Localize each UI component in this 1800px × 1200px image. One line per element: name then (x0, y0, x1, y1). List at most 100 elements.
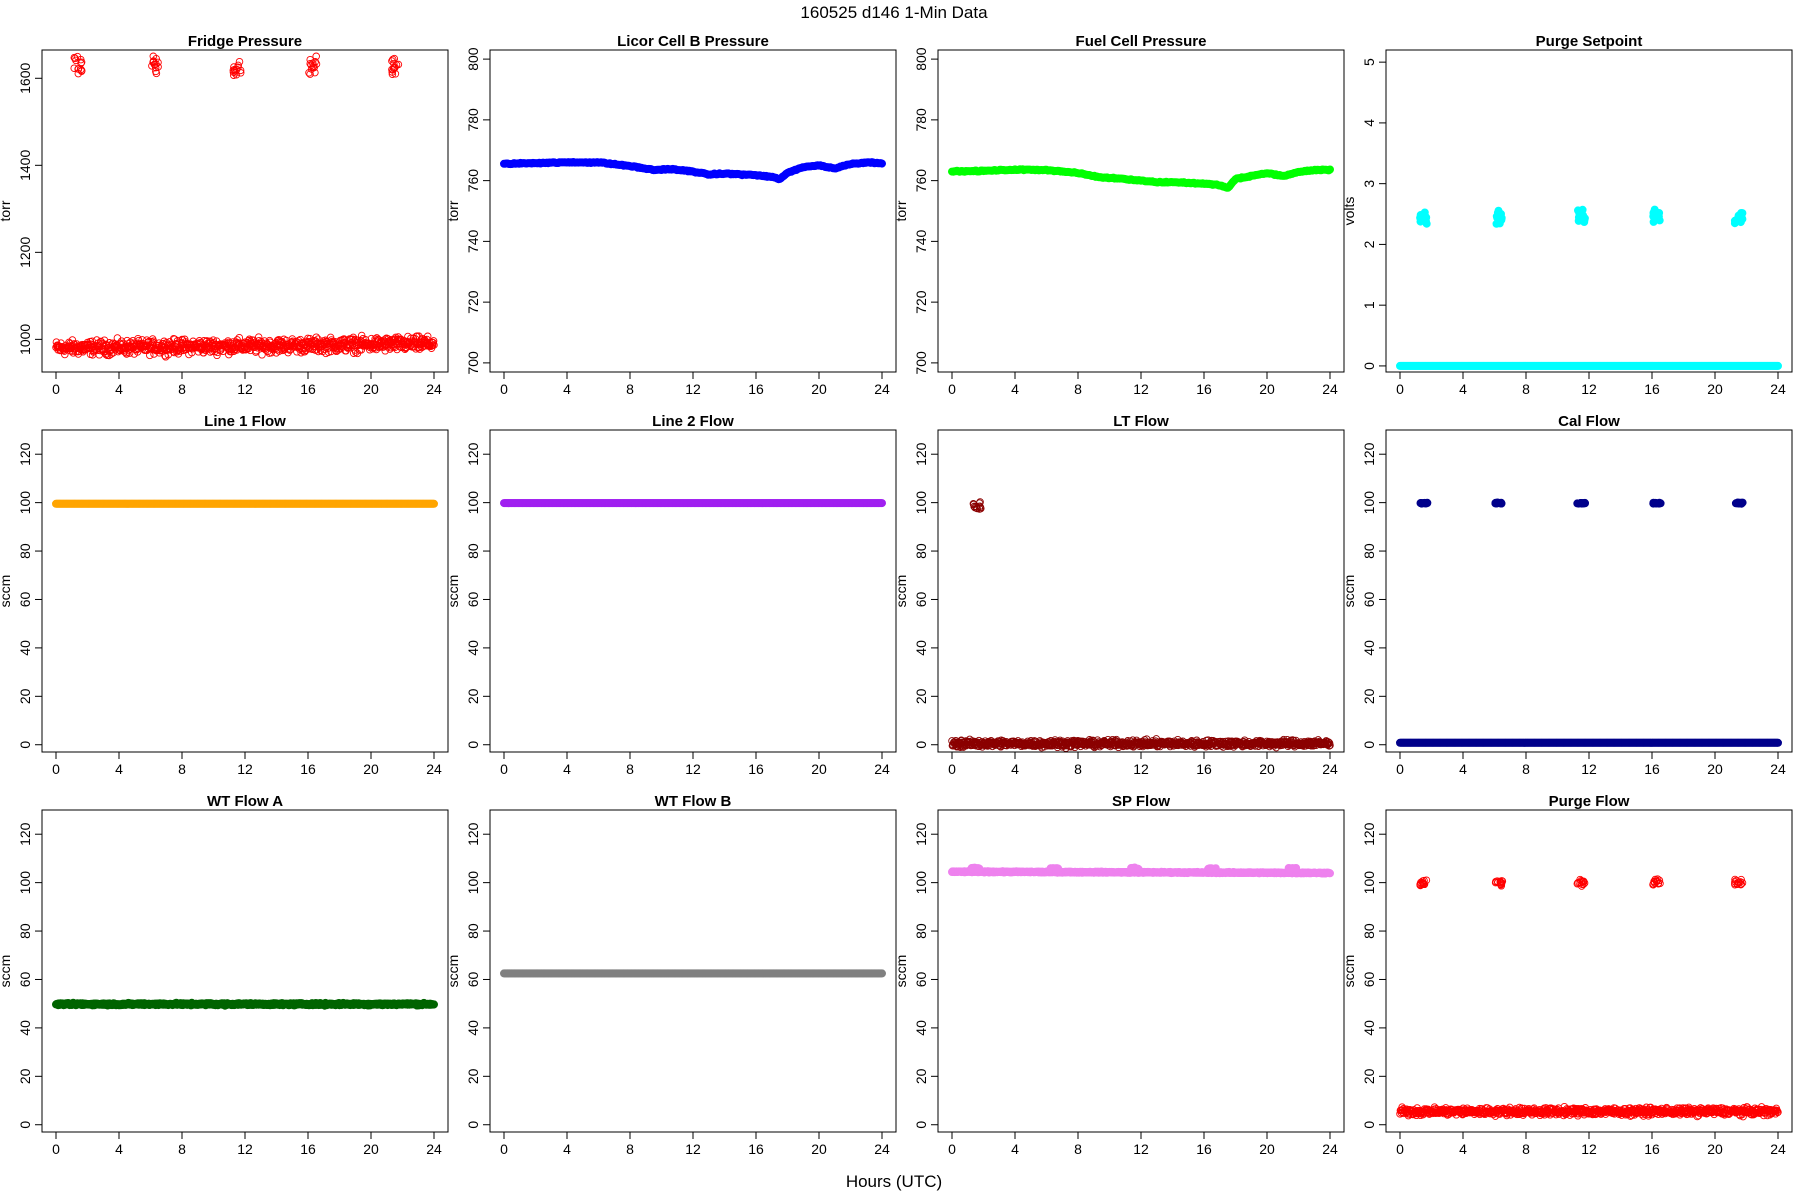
x-tick-label: 20 (811, 761, 827, 777)
data-point (307, 61, 315, 69)
data-points (948, 498, 1334, 752)
y-axis-label: sccm (0, 575, 13, 608)
y-tick-label: 120 (465, 442, 481, 466)
y-tick-label: 740 (913, 229, 929, 253)
y-axis-label: torr (893, 200, 909, 221)
data-point (1774, 361, 1783, 370)
plot-frame (41, 49, 449, 373)
plot-frame (1385, 429, 1793, 753)
x-tick-label: 24 (426, 1141, 442, 1157)
chart-title: Fridge Pressure (188, 33, 302, 50)
data-point (306, 55, 314, 64)
x-tick-label: 20 (363, 1141, 379, 1157)
x-tick-label: 0 (52, 381, 60, 397)
y-axis-label: torr (445, 200, 461, 221)
data-point (1326, 741, 1334, 750)
x-tick-label: 0 (500, 761, 508, 777)
plot-frame (41, 429, 449, 753)
x-tick-label: 0 (1396, 381, 1404, 397)
y-tick-label: 0 (17, 1121, 33, 1129)
y-tick-label: 80 (913, 543, 929, 559)
data-point (74, 65, 82, 73)
data-point (357, 331, 366, 340)
y-tick-label: 2 (1361, 240, 1377, 248)
data-point (133, 348, 142, 356)
data-point (70, 53, 79, 62)
x-tick-label: 12 (237, 1141, 253, 1157)
y-tick-label: 80 (1361, 543, 1377, 559)
x-tick-label: 16 (300, 1141, 316, 1157)
data-point (392, 61, 401, 69)
figure-x-label: Hours (UTC) (846, 1172, 942, 1191)
x-tick-label: 24 (874, 761, 890, 777)
x-tick-label: 0 (500, 381, 508, 397)
y-tick-label: 20 (465, 688, 481, 704)
data-point (151, 63, 160, 72)
y-tick-label: 0 (1361, 741, 1377, 749)
data-point (1737, 499, 1746, 508)
data-point (389, 55, 397, 64)
data-point (973, 504, 981, 513)
y-tick-label: 100 (17, 491, 33, 515)
data-point (429, 499, 438, 508)
data-points (499, 157, 887, 184)
data-point (311, 68, 319, 77)
x-tick-label: 0 (1396, 761, 1404, 777)
x-tick-label: 20 (1259, 381, 1275, 397)
y-tick-label: 80 (17, 923, 33, 939)
y-axis-label: sccm (445, 575, 461, 608)
y-tick-label: 40 (913, 640, 929, 656)
chart-title: Line 1 Flow (204, 413, 286, 430)
x-tick-label: 4 (1459, 761, 1467, 777)
y-tick-label: 120 (17, 822, 33, 846)
data-point (878, 499, 887, 508)
x-tick-label: 8 (626, 761, 634, 777)
chart-title: WT Flow A (207, 793, 283, 810)
y-axis-label: sccm (0, 955, 13, 988)
x-tick-label: 16 (300, 761, 316, 777)
data-points (1396, 498, 1783, 747)
data-point (1422, 219, 1431, 228)
data-point (1576, 212, 1585, 221)
x-tick-label: 8 (178, 761, 186, 777)
x-tick-label: 16 (1196, 761, 1212, 777)
data-point (1324, 738, 1333, 746)
plot-frame (489, 49, 897, 373)
y-tick-label: 1 (1361, 301, 1377, 309)
y-tick-label: 40 (17, 1020, 33, 1036)
x-tick-label: 4 (115, 381, 123, 397)
chart-title: Licor Cell B Pressure (617, 33, 769, 50)
y-tick-label: 20 (1361, 688, 1377, 704)
data-point (70, 64, 78, 72)
y-tick-label: 120 (1361, 442, 1377, 466)
chart-title: Fuel Cell Pressure (1076, 33, 1207, 50)
plot-frame (937, 429, 1345, 753)
data-point (231, 69, 240, 77)
y-tick-label: 740 (465, 229, 481, 253)
y-tick-label: 700 (913, 351, 929, 375)
data-point (230, 63, 238, 71)
x-tick-label: 12 (685, 381, 701, 397)
y-tick-label: 20 (913, 688, 929, 704)
plot-frame (489, 429, 897, 753)
y-tick-label: 760 (465, 169, 481, 193)
y-tick-label: 100 (1361, 491, 1377, 515)
y-tick-label: 780 (465, 108, 481, 132)
x-tick-label: 4 (1011, 381, 1019, 397)
y-tick-label: 60 (465, 591, 481, 607)
y-tick-label: 0 (17, 741, 33, 749)
y-tick-label: 4 (1361, 119, 1377, 127)
y-tick-label: 1200 (17, 237, 33, 268)
y-tick-label: 100 (913, 491, 929, 515)
y-tick-label: 5 (1361, 58, 1377, 66)
x-tick-label: 16 (300, 381, 316, 397)
x-tick-label: 24 (1770, 761, 1786, 777)
data-point (152, 54, 160, 63)
y-tick-label: 60 (1361, 591, 1377, 607)
y-axis-label: sccm (1341, 575, 1357, 608)
data-points (52, 52, 438, 361)
x-tick-label: 12 (685, 761, 701, 777)
